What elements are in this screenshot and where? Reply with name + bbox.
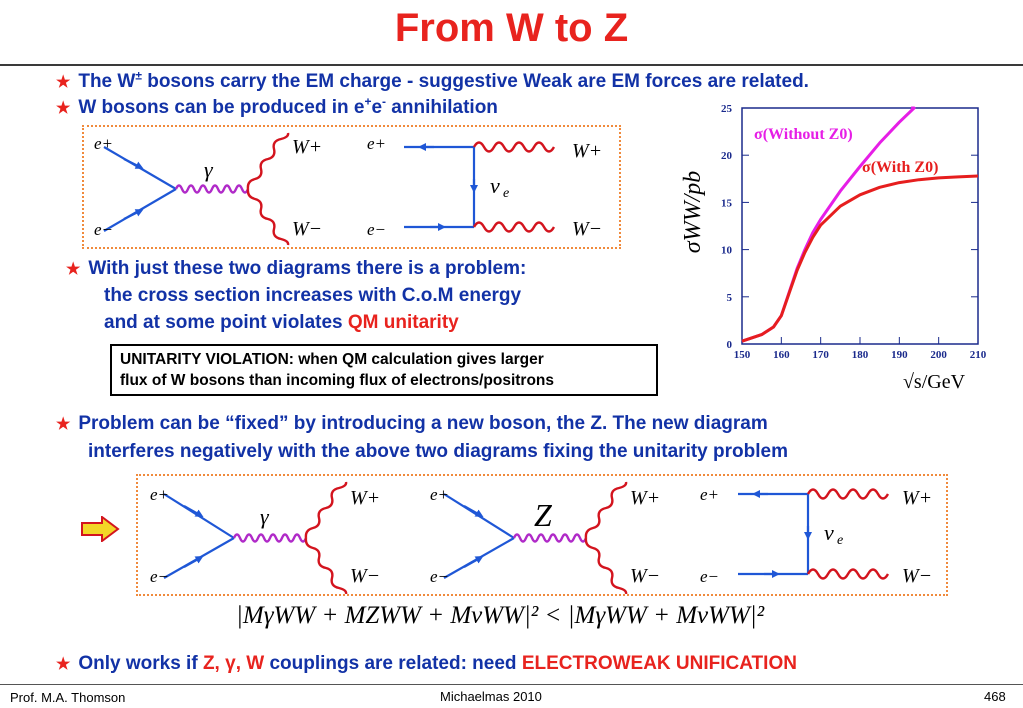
bullet-w-charge: ★ The W± bosons carry the EM charge - sug…	[56, 68, 809, 92]
label-nu: ν	[490, 173, 500, 198]
label-w-plus: W+	[630, 487, 660, 509]
label-w-plus: W+	[292, 136, 322, 158]
label-w-minus: W−	[572, 218, 602, 240]
footer-rule	[0, 684, 1023, 685]
x-tick-label: 160	[773, 349, 790, 361]
y-tick-label: 20	[721, 150, 733, 162]
star-icon: ★	[56, 74, 71, 91]
bullet-problem-line3: and at some point violates QM unitarity	[104, 312, 459, 333]
x-tick-label: 200	[930, 349, 947, 361]
label-gamma: γ	[204, 157, 214, 182]
x-tick-label: 170	[812, 349, 829, 361]
y-axis-label: σWW/pb	[680, 171, 706, 254]
footer-author: Prof. M.A. Thomson	[10, 690, 126, 705]
page-title: From W to Z	[394, 6, 629, 50]
star-icon: ★	[56, 416, 71, 433]
label-w-minus: W−	[292, 218, 322, 240]
label-w-minus: W−	[350, 565, 380, 587]
plot-frame	[741, 107, 979, 345]
bullet-problem-line2: the cross section increases with C.o.M e…	[104, 285, 522, 306]
label-nu-sub: e	[837, 533, 843, 548]
right-arrow-icon	[81, 516, 120, 542]
interference-equation: |MγWW + MZWW + MνWW|² < |MγWW + MνWW|²	[236, 602, 765, 629]
label-w-minus: W−	[902, 565, 932, 587]
unitarity-violation-box: UNITARITY VIOLATION: when QM calculation…	[110, 344, 658, 396]
series-line-with-z	[741, 174, 979, 343]
label-w-minus: W−	[630, 565, 660, 587]
label-nu-sub: e	[503, 186, 509, 201]
label-e-plus: e+	[367, 134, 386, 153]
x-tick-label: 210	[970, 349, 987, 361]
feynman-bottom-svg: e+ e− γ W+ W− e+ e− Z W+ W−	[150, 481, 932, 595]
label-e-plus: e+	[150, 485, 169, 504]
bullet-z-fix: ★ Problem can be “fixed” by introducing a…	[56, 413, 768, 434]
legend-with-z: σ(With Z0)	[862, 159, 938, 176]
label-e-minus: e−	[150, 567, 169, 586]
label-w-plus: W+	[572, 140, 602, 162]
qm-unitarity-text: QM unitarity	[347, 312, 459, 333]
label-e-minus: e−	[700, 567, 719, 586]
label-w-plus: W+	[350, 487, 380, 509]
label-e-plus: e+	[700, 485, 719, 504]
footer-term: Michaelmas 2010	[440, 689, 542, 704]
label-nu: ν	[824, 520, 834, 545]
feynman-top-svg: e+ e− γ W+ W− e+ e− ν e W+ W−	[94, 132, 602, 246]
bullet-problem: ★ With just these two diagrams there is a…	[66, 258, 527, 279]
star-icon: ★	[66, 261, 81, 278]
x-tick-label: 150	[734, 349, 751, 361]
neutrino-exchange-diagram: e+ e− ν e W+ W−	[700, 485, 932, 587]
label-e-plus: e+	[94, 134, 113, 153]
label-gamma: γ	[260, 504, 270, 529]
y-tick-label: 5	[727, 292, 733, 304]
s-channel-photon-diagram: e+ e− γ W+ W−	[94, 132, 322, 246]
y-tick-label: 0	[727, 339, 733, 351]
title-rule	[0, 64, 1023, 66]
label-w-plus: W+	[902, 487, 932, 509]
feynman-diagrams-bottom: e+ e− γ W+ W− e+ e− Z W+ W−	[136, 474, 948, 596]
y-tick-label: 15	[721, 197, 733, 209]
feynman-diagrams-top: e+ e− γ W+ W− e+ e− ν e W+ W−	[82, 125, 621, 249]
label-e-minus: e−	[367, 220, 386, 239]
z-exchange-diagram: e+ e− Z W+ W−	[430, 481, 660, 595]
t-channel-neutrino-diagram: e+ e− ν e W+ W−	[367, 134, 602, 240]
bullet-z-fix-line2: interferes negatively with the above two…	[88, 441, 788, 462]
label-z: Z	[534, 497, 553, 533]
x-axis-label: √s/GeV	[903, 371, 966, 393]
bullet-w-production: ★ W bosons can be produced in e+e- annihi…	[56, 94, 498, 118]
label-e-minus: e−	[94, 220, 113, 239]
x-tick-label: 180	[852, 349, 869, 361]
electroweak-unification-text: ELECTROWEAK UNIFICATION	[521, 653, 797, 674]
bullet-electroweak: ★ Only works if Z, γ, W couplings are rel…	[56, 653, 797, 674]
photon-exchange-diagram: e+ e− γ W+ W−	[150, 481, 380, 595]
y-tick-label: 10	[721, 245, 733, 257]
y-tick-label: 25	[721, 103, 733, 115]
cross-section-chart: 150 160 170 180 190 200 210 0 5 10 15 20 25 σWW/pb √…	[680, 103, 987, 393]
footer-page-number: 468	[984, 689, 1006, 704]
star-icon: ★	[56, 100, 71, 117]
star-icon: ★	[56, 656, 71, 673]
x-tick-label: 190	[891, 349, 908, 361]
legend-without-z: σ(Without Z0)	[754, 126, 853, 143]
label-e-plus: e+	[430, 485, 449, 504]
label-e-minus: e−	[430, 567, 449, 586]
